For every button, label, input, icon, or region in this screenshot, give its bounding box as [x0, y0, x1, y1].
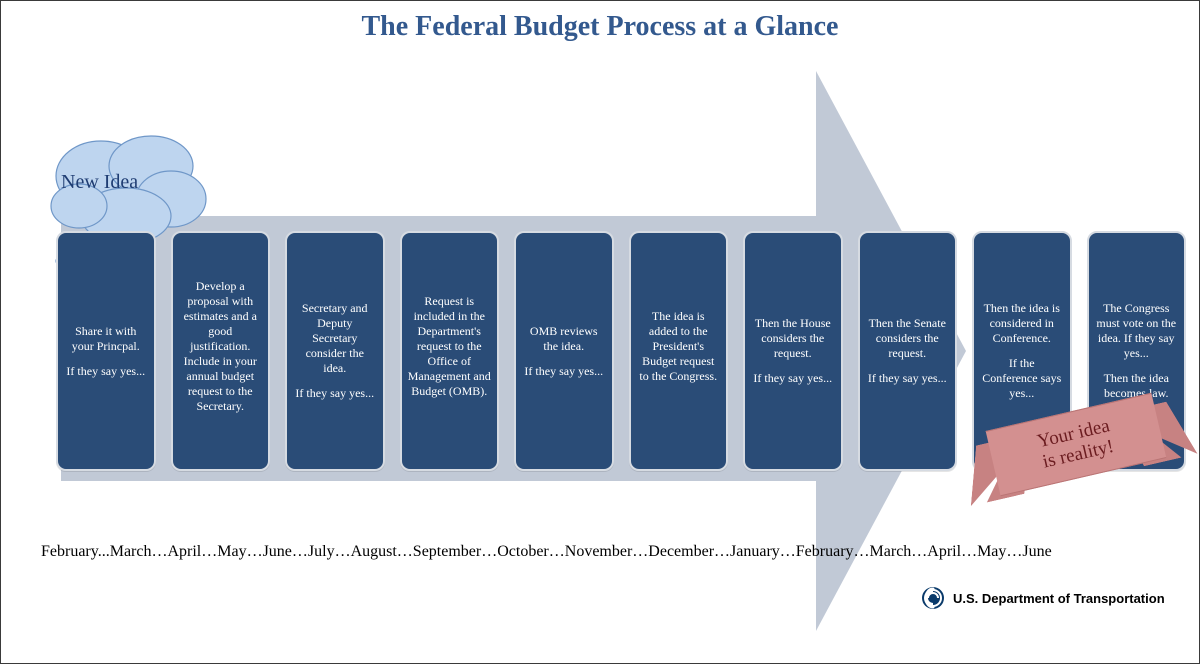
process-card-main: Develop a proposal with estimates and a … [179, 279, 263, 414]
process-card-main: Then the House considers the request. [751, 316, 835, 361]
process-card-5: OMB reviews the idea. If they say yes... [514, 231, 614, 471]
process-card-out: If the Conference says yes... [980, 356, 1064, 401]
process-card-2: Develop a proposal with estimates and a … [171, 231, 271, 471]
page: The Federal Budget Process at a Glance N… [0, 0, 1200, 664]
page-title: The Federal Budget Process at a Glance [1, 11, 1199, 43]
process-card-main: The idea is added to the President's Bud… [637, 309, 721, 384]
process-card-3: Secretary and Deputy Secretary consider … [285, 231, 385, 471]
footer-org: U.S. Department of Transportation [953, 591, 1165, 606]
process-card-6: The idea is added to the President's Bud… [629, 231, 729, 471]
process-card-1: Share it with your Princpal. If they say … [56, 231, 156, 471]
page-title-text: The Federal Budget Process at a Glance [362, 11, 839, 42]
process-card-8: Then the Senate considers the request. If… [858, 231, 958, 471]
months-timeline: February...March…April…May…June…July…Aug… [41, 543, 1181, 561]
process-card-main: Request is included in the Department's … [408, 294, 492, 399]
process-card-main: Secretary and Deputy Secretary consider … [293, 301, 377, 376]
new-idea-label: New Idea [61, 171, 138, 194]
process-card-main: Then the Senate considers the request. [866, 316, 950, 361]
process-card-main: The Congress must vote on the idea. If t… [1095, 301, 1179, 361]
dot-logo-icon [921, 586, 945, 610]
process-card-out: If they say yes... [66, 364, 145, 379]
process-card-4: Request is included in the Department's … [400, 231, 500, 471]
ribbon-text: Your idea is reality! [1035, 416, 1116, 473]
process-card-main: Share it with your Princpal. [64, 324, 148, 354]
process-card-out: If they say yes... [295, 386, 374, 401]
process-card-out: If they say yes... [868, 371, 947, 386]
process-card-7: Then the House considers the request. If … [743, 231, 843, 471]
process-card-main: Then the idea is considered in Conferenc… [980, 301, 1064, 346]
process-card-out: If they say yes... [524, 364, 603, 379]
footer: U.S. Department of Transportation [921, 586, 1165, 610]
process-card-main: OMB reviews the idea. [522, 324, 606, 354]
process-card-out: If they say yes... [753, 371, 832, 386]
